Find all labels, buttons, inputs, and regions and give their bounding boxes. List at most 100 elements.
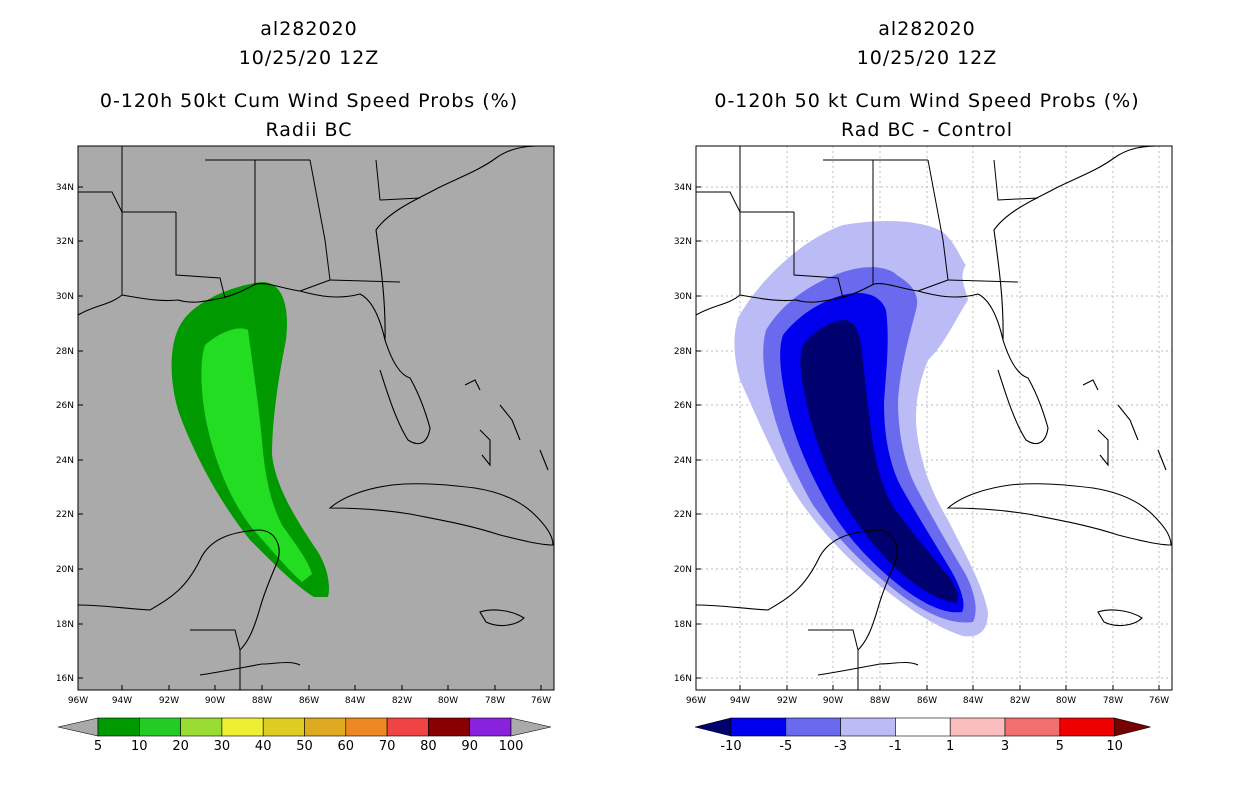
honduras-coast [199, 661, 301, 676]
colorbar-label: -1 [889, 739, 902, 754]
colorbar-label: 5 [1056, 739, 1064, 754]
difference-map: 34N 32N 30N 28N 26N 24N 22N 20N 18N 16N 96W 94W 92W… [674, 145, 1173, 754]
lon-label: 96W [686, 696, 706, 706]
lat-label: 30N [674, 292, 692, 302]
us-gulf-coast [77, 283, 431, 445]
map-frame [695, 145, 1173, 691]
lat-label: 22N [674, 510, 692, 520]
colorbar-label: 80 [420, 739, 437, 754]
colorbar-swatch [949, 717, 1006, 737]
mexico-yucatan-coast [77, 529, 280, 651]
map-subtitle: Rad BC - Control [840, 119, 1014, 141]
mexico-yucatan-coast [695, 529, 898, 651]
colorbar: 5 10 20 30 40 50 60 70 80 90 100 [57, 717, 552, 754]
coastlines [695, 145, 1172, 676]
colorbar-label: 70 [379, 739, 396, 754]
lon-label: 90W [823, 696, 843, 706]
lon-label: 96W [68, 696, 88, 706]
honduras-coast [817, 661, 919, 676]
colorbar-left-arrow [57, 717, 99, 737]
lon-label: 84W [345, 696, 365, 706]
storm-id: al282020 [260, 18, 358, 40]
colorbar-right-arrow [510, 717, 552, 737]
lon-label: 92W [777, 696, 797, 706]
lon-label: 76W [1149, 696, 1169, 706]
colorbar-label: 90 [461, 739, 478, 754]
colorbar-swatch [1059, 717, 1115, 737]
colorbar-swatch [345, 717, 388, 737]
lon-label: 90W [205, 696, 225, 706]
colorbar-label: 5 [94, 739, 102, 754]
lon-label: 80W [438, 696, 458, 706]
state-borders [696, 146, 1039, 690]
forecast-date: 10/25/20 12Z [856, 47, 998, 69]
colorbar-label: 30 [214, 739, 231, 754]
colorbar-swatch [1004, 717, 1061, 737]
colorbar-label: -3 [834, 739, 847, 754]
colorbar-swatch [785, 717, 841, 737]
colorbar-label: 10 [1106, 739, 1123, 754]
lat-label: 26N [674, 401, 692, 411]
lon-label: 78W [1103, 696, 1123, 706]
lon-label: 82W [392, 696, 412, 706]
lat-label: 34N [56, 183, 74, 193]
lon-label: 86W [299, 696, 319, 706]
lon-label: 88W [870, 696, 890, 706]
lon-label: 86W [917, 696, 937, 706]
colorbar-swatch [180, 717, 223, 737]
colorbar-label: 60 [338, 739, 355, 754]
colorbar-right-arrow [1114, 717, 1151, 737]
colorbar-label: 100 [499, 739, 524, 754]
lon-label: 80W [1056, 696, 1076, 706]
lat-label: 24N [56, 456, 74, 466]
colorbar-swatch [840, 717, 896, 737]
prob-contour-10 [201, 328, 312, 582]
bahamas [1082, 379, 1167, 471]
colorbar-swatch [262, 717, 305, 737]
left-panel: al282020 10/25/20 12Z 0-120h 50kt Cum Wi… [56, 18, 555, 754]
lon-ticks: 96W 94W 92W 90W 88W 86W 84W 82W 80W 78W 76W [686, 685, 1169, 706]
lat-label: 22N [56, 510, 74, 520]
colorbar-label: 3 [1001, 739, 1009, 754]
lon-label: 88W [252, 696, 272, 706]
storm-id: al282020 [878, 18, 976, 40]
lon-label: 92W [159, 696, 179, 706]
colorbar-label: 10 [131, 739, 148, 754]
colorbar-swatch [895, 717, 951, 737]
colorbar-swatch [386, 717, 429, 737]
lat-label: 28N [674, 347, 692, 357]
lat-label: 32N [674, 237, 692, 247]
lon-label: 94W [112, 696, 132, 706]
diff-shading [734, 220, 988, 637]
colorbar-swatch [139, 717, 181, 737]
lat-label: 20N [56, 565, 74, 575]
lon-label: 82W [1010, 696, 1030, 706]
lat-label: 28N [56, 347, 74, 357]
cuba [946, 483, 1172, 546]
colorbar-label: 40 [255, 739, 272, 754]
coastlines [77, 145, 554, 676]
colorbar-swatch [304, 717, 347, 737]
probability-map: 34N 32N 30N 28N 26N 24N 22N 20N 18N 16N 96W 94W 92W… [56, 145, 555, 754]
colorbar-label: -10 [720, 739, 741, 754]
lat-label: 26N [56, 401, 74, 411]
map-title: 0-120h 50kt Cum Wind Speed Probs (%) [99, 90, 519, 112]
us-atlantic-coast [993, 145, 1159, 341]
diff-contour-minus10 [800, 320, 958, 603]
us-atlantic-coast [375, 145, 541, 341]
prob-shading [171, 282, 329, 597]
colorbar-swatch [428, 717, 470, 737]
state-borders [78, 146, 421, 690]
lat-label: 30N [56, 292, 74, 302]
colorbar-swatch [221, 717, 264, 737]
lon-label: 78W [485, 696, 505, 706]
lat-label: 24N [674, 456, 692, 466]
right-panel: al282020 10/25/20 12Z 0-120h 50 kt Cum W… [618, 0, 1236, 800]
lat-label: 18N [56, 620, 74, 630]
lat-label: 34N [674, 183, 692, 193]
lon-label: 76W [531, 696, 551, 706]
colorbar-label: 20 [172, 739, 189, 754]
lat-label: 16N [674, 674, 692, 684]
forecast-date: 10/25/20 12Z [238, 47, 380, 69]
map-subtitle: Radii BC [265, 119, 353, 141]
